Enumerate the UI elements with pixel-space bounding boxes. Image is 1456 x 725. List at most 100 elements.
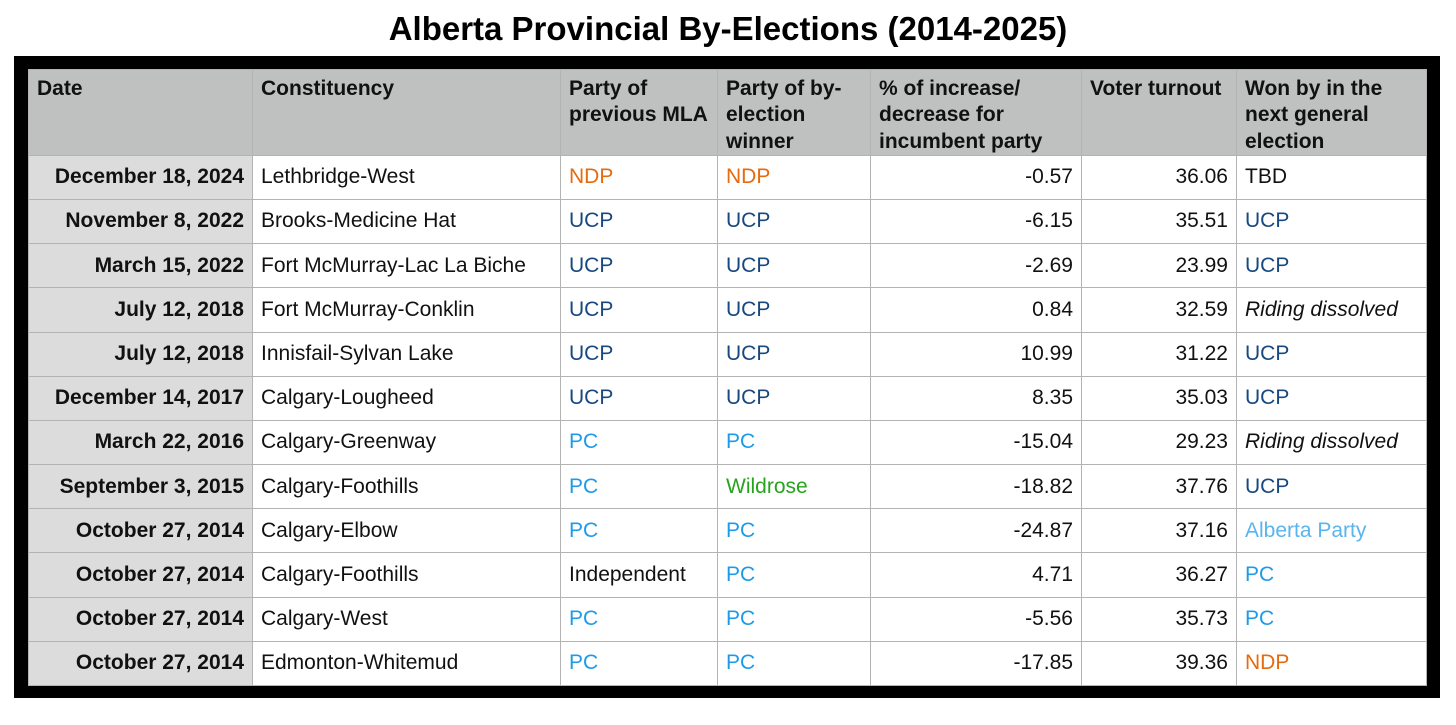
date-cell: December 14, 2017 [28,375,253,421]
previous-party-cell: PC [560,640,718,687]
change-cell: 4.71 [870,552,1082,598]
turnout-cell: 35.73 [1081,596,1237,642]
next-election-cell: Riding dissolved [1236,287,1427,333]
winner-party-cell: PC [717,596,871,642]
header-next-election: Won by in the next general election [1236,69,1427,156]
winner-party-cell: UCP [717,375,871,421]
previous-party-cell: UCP [560,287,718,333]
date-cell: December 18, 2024 [28,154,253,200]
date-cell: March 15, 2022 [28,243,253,289]
previous-party-cell: PC [560,508,718,554]
winner-party-cell: PC [717,552,871,598]
header-row: Date Constituency Party of previous MLA Par… [28,69,1427,156]
previous-party-cell: UCP [560,331,718,377]
turnout-cell: 29.23 [1081,419,1237,466]
date-cell: September 3, 2015 [28,464,253,510]
table-frame: Date Constituency Party of previous MLA Par… [14,56,1440,698]
table-row: October 27, 2014 Calgary-Elbow PC PC -24.87 3… [28,508,1427,554]
turnout-cell: 31.22 [1081,331,1237,377]
winner-party-cell: PC [717,640,871,687]
table-row: December 14, 2017 Calgary-Lougheed UCP UCP 8… [28,375,1427,421]
next-election-cell: PC [1236,596,1427,642]
next-election-cell: NDP [1236,640,1427,687]
turnout-cell: 37.16 [1081,508,1237,554]
change-cell: 0.84 [870,287,1082,333]
winner-party-cell: PC [717,419,871,466]
table-row: September 3, 2015 Calgary-Foothills PC Wild… [28,464,1427,510]
turnout-cell: 32.59 [1081,287,1237,333]
table-body: December 18, 2024 Lethbridge-West NDP NDP -0… [28,154,1427,687]
next-election-cell: UCP [1236,464,1427,510]
constituency-cell: Lethbridge-West [252,154,561,200]
change-cell: 10.99 [870,331,1082,377]
next-election-cell: PC [1236,552,1427,598]
date-cell: November 8, 2022 [28,198,253,245]
date-cell: October 27, 2014 [28,508,253,554]
constituency-cell: Fort McMurray-Conklin [252,287,561,333]
header-constituency: Constituency [252,69,561,156]
date-cell: October 27, 2014 [28,552,253,598]
previous-party-cell: Independent [560,552,718,598]
turnout-cell: 39.36 [1081,640,1237,687]
turnout-cell: 35.03 [1081,375,1237,421]
page-title: Alberta Provincial By-Elections (2014-20… [388,10,1068,47]
previous-party-cell: PC [560,596,718,642]
winner-party-cell: UCP [717,198,871,245]
next-election-cell: UCP [1236,243,1427,289]
header-winner-party: Party of by-election winner [717,69,871,156]
previous-party-cell: UCP [560,375,718,421]
change-cell: -15.04 [870,419,1082,466]
constituency-cell: Calgary-Lougheed [252,375,561,421]
previous-party-cell: PC [560,464,718,510]
date-cell: October 27, 2014 [28,596,253,642]
header-turnout: Voter turnout [1081,69,1237,156]
date-cell: March 22, 2016 [28,419,253,466]
table-row: March 22, 2016 Calgary-Greenway PC PC -15.04… [28,419,1427,466]
winner-party-cell: UCP [717,287,871,333]
change-cell: -6.15 [870,198,1082,245]
table-row: July 12, 2018 Fort McMurray-Conklin UCP UCP… [28,287,1427,333]
constituency-cell: Brooks-Medicine Hat [252,198,561,245]
change-cell: -5.56 [870,596,1082,642]
winner-party-cell: Wildrose [717,464,871,510]
turnout-cell: 36.27 [1081,552,1237,598]
previous-party-cell: UCP [560,198,718,245]
date-cell: October 27, 2014 [28,640,253,687]
constituency-cell: Calgary-Foothills [252,552,561,598]
change-cell: -2.69 [870,243,1082,289]
previous-party-cell: PC [560,419,718,466]
change-cell: 8.35 [870,375,1082,421]
constituency-cell: Calgary-Foothills [252,464,561,510]
winner-party-cell: PC [717,508,871,554]
table-row: October 27, 2014 Calgary-West PC PC -5.56 35.… [28,596,1427,642]
table-row: December 18, 2024 Lethbridge-West NDP NDP -0… [28,154,1427,200]
winner-party-cell: NDP [717,154,871,200]
constituency-cell: Calgary-Greenway [252,419,561,466]
table-row: March 15, 2022 Fort McMurray-Lac La Biche… [28,243,1427,289]
next-election-cell: UCP [1236,375,1427,421]
change-cell: -18.82 [870,464,1082,510]
header-date: Date [28,69,253,156]
change-cell: -17.85 [870,640,1082,687]
next-election-cell: UCP [1236,198,1427,245]
next-election-cell: Alberta Party [1236,508,1427,554]
constituency-cell: Innisfail-Sylvan Lake [252,331,561,377]
date-cell: July 12, 2018 [28,331,253,377]
constituency-cell: Edmonton-Whitemud [252,640,561,687]
header-previous-party: Party of previous MLA [560,69,718,156]
turnout-cell: 23.99 [1081,243,1237,289]
turnout-cell: 37.76 [1081,464,1237,510]
table-row: July 12, 2018 Innisfail-Sylvan Lake UCP UCP… [28,331,1427,377]
constituency-cell: Calgary-Elbow [252,508,561,554]
header-change: % of increase/ decrease for incumbent pa… [870,69,1082,156]
constituency-cell: Calgary-West [252,596,561,642]
date-cell: July 12, 2018 [28,287,253,333]
table-row: October 27, 2014 Edmonton-Whitemud PC PC -17… [28,640,1427,687]
table-row: November 8, 2022 Brooks-Medicine Hat UCP UC… [28,198,1427,245]
winner-party-cell: UCP [717,243,871,289]
turnout-cell: 36.06 [1081,154,1237,200]
previous-party-cell: UCP [560,243,718,289]
change-cell: -24.87 [870,508,1082,554]
next-election-cell: UCP [1236,331,1427,377]
turnout-cell: 35.51 [1081,198,1237,245]
